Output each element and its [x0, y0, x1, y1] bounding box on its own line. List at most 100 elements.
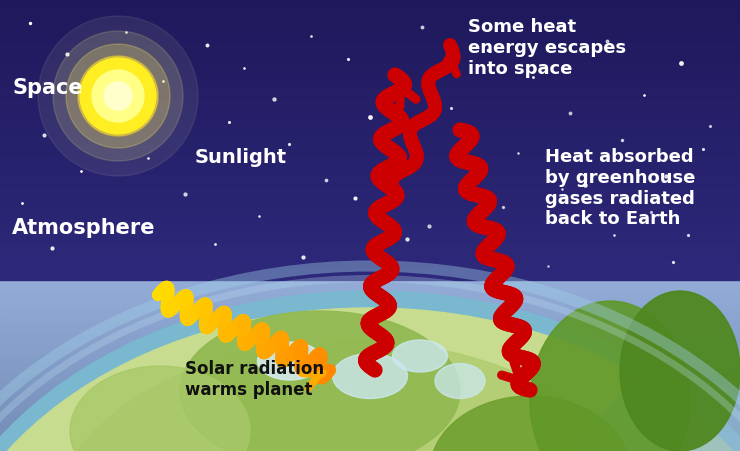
- Text: Space: Space: [12, 78, 83, 98]
- Bar: [0, 106, 740, 112]
- Bar: [0, 69, 740, 74]
- Bar: [0, 143, 740, 149]
- Bar: [0, 115, 740, 120]
- Bar: [0, 183, 740, 188]
- Bar: [0, 446, 740, 451]
- Bar: [0, 172, 740, 177]
- Bar: [0, 97, 740, 102]
- Bar: [0, 138, 740, 143]
- Bar: [0, 36, 740, 42]
- Bar: [0, 202, 740, 207]
- Bar: [0, 67, 740, 71]
- Text: Some heat
energy escapes
into space: Some heat energy escapes into space: [468, 18, 626, 78]
- Bar: [0, 125, 740, 130]
- Bar: [0, 199, 740, 205]
- Bar: [0, 423, 740, 428]
- Bar: [0, 246, 740, 252]
- Bar: [0, 127, 740, 132]
- Bar: [0, 41, 740, 46]
- Bar: [0, 223, 740, 228]
- Ellipse shape: [70, 366, 250, 451]
- Bar: [0, 22, 740, 28]
- Bar: [0, 171, 740, 177]
- Bar: [0, 333, 740, 338]
- Bar: [0, 129, 740, 135]
- Circle shape: [80, 58, 156, 134]
- Ellipse shape: [180, 311, 460, 451]
- Bar: [0, 70, 740, 75]
- Bar: [0, 148, 740, 154]
- Bar: [0, 187, 740, 192]
- Bar: [0, 185, 740, 191]
- Bar: [0, 299, 740, 304]
- Bar: [0, 168, 740, 173]
- Bar: [0, 221, 740, 226]
- Bar: [0, 330, 740, 335]
- Bar: [0, 176, 740, 182]
- Bar: [0, 92, 740, 98]
- Bar: [0, 397, 740, 402]
- Bar: [0, 277, 740, 282]
- Bar: [0, 243, 740, 248]
- Bar: [0, 254, 740, 259]
- Bar: [0, 0, 740, 4]
- Bar: [0, 153, 740, 158]
- Bar: [0, 296, 740, 301]
- Bar: [0, 288, 740, 293]
- Bar: [0, 409, 740, 414]
- Bar: [0, 251, 740, 256]
- Bar: [0, 364, 740, 368]
- Circle shape: [53, 31, 183, 161]
- Bar: [0, 209, 740, 214]
- Bar: [0, 74, 740, 79]
- Bar: [0, 29, 740, 34]
- Bar: [0, 349, 740, 353]
- Bar: [0, 405, 740, 410]
- Bar: [0, 37, 740, 41]
- Bar: [0, 273, 740, 278]
- Bar: [0, 416, 740, 421]
- Bar: [0, 227, 740, 233]
- Bar: [0, 191, 740, 195]
- Bar: [0, 142, 740, 147]
- Bar: [0, 33, 740, 37]
- Ellipse shape: [430, 396, 630, 451]
- Bar: [0, 83, 740, 88]
- Bar: [0, 270, 740, 274]
- Bar: [0, 179, 740, 184]
- Bar: [0, 241, 740, 247]
- Bar: [0, 367, 740, 372]
- Circle shape: [38, 16, 198, 176]
- Bar: [0, 311, 740, 316]
- Bar: [0, 255, 740, 261]
- Bar: [0, 181, 740, 186]
- Bar: [0, 63, 740, 68]
- Bar: [0, 269, 740, 275]
- Ellipse shape: [0, 308, 740, 451]
- Bar: [0, 218, 740, 224]
- Bar: [0, 6, 740, 11]
- Bar: [0, 0, 740, 5]
- Bar: [0, 236, 740, 240]
- Bar: [0, 14, 740, 19]
- Bar: [0, 48, 740, 53]
- Bar: [0, 101, 740, 105]
- Bar: [0, 22, 740, 26]
- Bar: [0, 8, 740, 14]
- Bar: [0, 198, 740, 203]
- Bar: [0, 59, 740, 64]
- Bar: [0, 146, 740, 150]
- Bar: [0, 51, 740, 56]
- Bar: [0, 378, 740, 383]
- Bar: [0, 326, 740, 331]
- Bar: [0, 27, 740, 32]
- Bar: [0, 247, 740, 252]
- Bar: [0, 322, 740, 327]
- Ellipse shape: [0, 291, 740, 451]
- Circle shape: [66, 44, 170, 148]
- Bar: [0, 394, 740, 398]
- Bar: [0, 260, 740, 266]
- Ellipse shape: [50, 341, 650, 451]
- Bar: [0, 119, 740, 124]
- Bar: [0, 304, 740, 308]
